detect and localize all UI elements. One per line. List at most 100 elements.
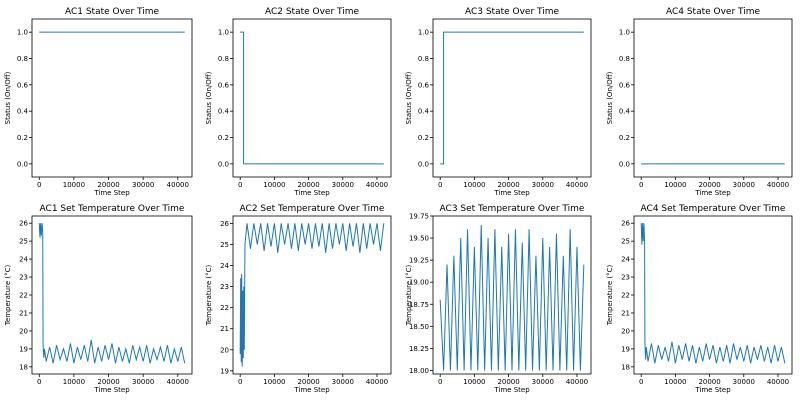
y-tick-label: 25 (19, 238, 28, 246)
y-tick-label: 21 (220, 325, 229, 333)
y-axis-label: Status (On/Off) (205, 71, 213, 124)
y-tick-label: 21 (19, 309, 28, 317)
y-tick-label: 18 (621, 363, 630, 371)
y-tick-label: 23 (19, 274, 28, 282)
x-axis-label: Time Step (694, 189, 731, 197)
chart-4: AC4 State Over Time 0 10000 20000 30000 40000… (606, 7, 793, 197)
y-tick-label: 25 (621, 238, 630, 246)
y-tick-label: 25 (220, 241, 229, 249)
x-tick-label: 0 (238, 181, 242, 189)
x-tick-label: 30000 (733, 181, 755, 189)
x-tick-label: 30000 (532, 181, 554, 189)
x-tick-label: 0 (37, 181, 41, 189)
y-tick-label: 24 (621, 256, 630, 264)
y-axis-label: Status (On/Off) (606, 71, 614, 124)
y-tick-label: 0.2 (418, 134, 429, 142)
x-axis-label: Time Step (493, 189, 530, 197)
y-tick-label: 18.00 (409, 367, 429, 375)
series-line-1 (640, 223, 786, 364)
x-tick-label: 0 (37, 378, 41, 386)
plot-frame (432, 18, 592, 178)
x-axis-label: Time Step (293, 189, 330, 197)
plot-frame (232, 215, 392, 375)
y-tick-label: 26 (220, 220, 229, 228)
chart-2: AC2 State Over Time 0 10000 20000 30000 40000… (205, 7, 392, 197)
y-tick-label: 23 (621, 274, 630, 282)
series-line-1 (439, 224, 585, 371)
y-tick-label: 21 (621, 309, 630, 317)
x-tick-label: 40000 (366, 378, 388, 386)
x-axis-label: Time Step (93, 189, 130, 197)
y-tick-label: 19.00 (409, 279, 429, 287)
x-tick-label: 20000 (698, 378, 720, 386)
chart-3: AC3 State Over Time 0 10000 20000 30000 40000… (405, 7, 592, 197)
x-tick-label: 20000 (497, 378, 519, 386)
y-tick-label: 18.75 (409, 301, 429, 309)
series-line-1 (38, 223, 186, 364)
y-tick-label: 1.0 (418, 29, 429, 37)
y-tick-label: 0.4 (418, 108, 430, 116)
y-tick-label: 20 (220, 346, 229, 354)
y-tick-label: 0.0 (418, 160, 429, 168)
y-tick-label: 1.0 (218, 29, 229, 37)
chart-5: AC1 Set Temperature Over Time 0 10000 20000… (4, 204, 193, 394)
y-tick-label: 22 (220, 304, 229, 312)
y-tick-label: 0.8 (418, 55, 429, 63)
chart-6: AC2 Set Temperature Over Time 0 10000 20000… (205, 204, 392, 394)
x-axis-label: Time Step (293, 386, 330, 394)
x-axis-label: Time Step (493, 386, 530, 394)
chart-title: AC2 State Over Time (265, 7, 360, 17)
y-tick-label: 0.2 (218, 134, 229, 142)
y-tick-label: 18 (19, 363, 28, 371)
x-tick-label: 30000 (332, 378, 354, 386)
x-axis-label: Time Step (93, 386, 130, 394)
plot-frame (432, 215, 592, 375)
x-tick-label: 10000 (263, 378, 285, 386)
series-line-1 (239, 223, 385, 367)
x-tick-label: 20000 (497, 181, 519, 189)
y-tick-label: 0.4 (17, 108, 29, 116)
y-tick-label: 18.25 (409, 345, 429, 353)
plot-frame (232, 18, 392, 178)
y-tick-label: 19 (19, 345, 28, 353)
y-tick-label: 0.8 (17, 55, 28, 63)
y-axis-label: Status (On/Off) (4, 71, 12, 124)
x-tick-label: 10000 (463, 181, 485, 189)
x-tick-label: 30000 (132, 378, 154, 386)
x-tick-label: 30000 (733, 378, 755, 386)
y-tick-label: 0.6 (619, 81, 631, 89)
y-tick-label: 0.2 (17, 134, 28, 142)
x-tick-label: 40000 (566, 378, 588, 386)
chart-title: AC3 Set Temperature Over Time (440, 204, 585, 214)
chart-title: AC4 Set Temperature Over Time (641, 204, 786, 214)
y-tick-label: 20 (621, 327, 630, 335)
plot-frame (633, 18, 793, 178)
chart-title: AC4 State Over Time (666, 7, 761, 17)
y-tick-label: 0.2 (619, 134, 630, 142)
y-axis-label: Temperature (°C) (405, 265, 413, 327)
x-tick-label: 20000 (297, 378, 319, 386)
x-tick-label: 10000 (463, 378, 485, 386)
y-tick-label: 0.6 (218, 81, 230, 89)
y-tick-label: 0.4 (619, 108, 631, 116)
y-tick-label: 0.8 (218, 55, 229, 63)
plot-frame (31, 18, 193, 178)
y-tick-label: 0.0 (218, 160, 229, 168)
x-tick-label: 40000 (167, 378, 189, 386)
y-tick-label: 0.6 (17, 81, 29, 89)
y-tick-label: 23 (220, 283, 229, 291)
y-tick-label: 19 (220, 367, 229, 375)
x-tick-label: 0 (238, 378, 242, 386)
y-tick-label: 24 (19, 256, 28, 264)
chart-title: AC1 Set Temperature Over Time (40, 204, 185, 214)
x-tick-label: 30000 (132, 181, 154, 189)
y-tick-label: 22 (621, 292, 630, 300)
chart-1: AC1 State Over Time 0 10000 20000 30000 40000… (4, 7, 193, 197)
x-tick-label: 40000 (767, 378, 789, 386)
y-tick-label: 19.50 (409, 235, 429, 243)
y-axis-label: Temperature (°C) (205, 265, 213, 327)
chart-title: AC2 Set Temperature Over Time (240, 204, 385, 214)
y-tick-label: 1.0 (17, 29, 28, 37)
y-tick-label: 26 (19, 220, 28, 228)
